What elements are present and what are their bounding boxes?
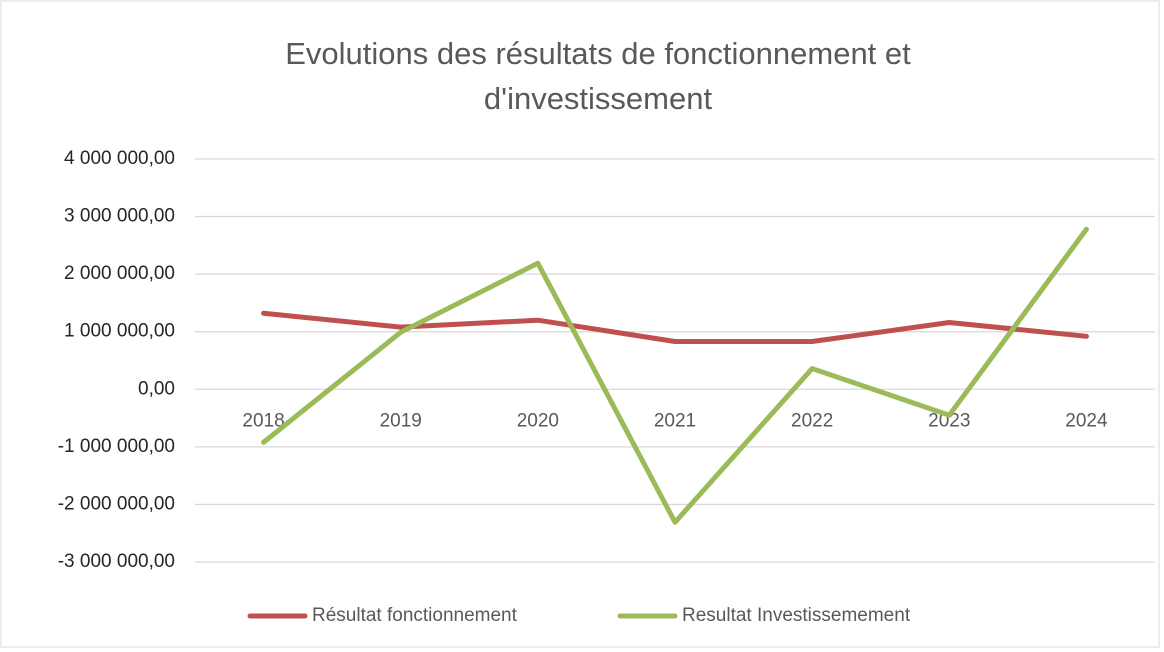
y-tick-label: -1 000 000,00 <box>58 436 175 457</box>
y-tick-label: 1 000 000,00 <box>64 321 175 342</box>
x-tick-label: 2023 <box>928 410 970 431</box>
y-tick-label: -3 000 000,00 <box>58 551 175 572</box>
x-tick-label: 2024 <box>1065 410 1108 431</box>
x-tick-label: 2022 <box>791 410 833 431</box>
x-tick-label: 2018 <box>242 410 284 431</box>
series-line <box>261 226 1089 525</box>
legend-label: Resultat Investissemement <box>682 605 911 626</box>
legend-label: Résultat fonctionnement <box>312 605 518 626</box>
series-line <box>261 310 1089 345</box>
y-tick-label: 3 000 000,00 <box>64 206 175 227</box>
y-tick-label: 0,00 <box>138 378 175 399</box>
chart-title: Evolutions des résultats de fonctionneme… <box>285 36 911 71</box>
chart-title: d'investissement <box>484 81 713 116</box>
y-tick-label: 2 000 000,00 <box>64 263 175 284</box>
x-tick-label: 2021 <box>654 410 696 431</box>
x-tick-label: 2019 <box>380 410 422 431</box>
y-tick-label: 4 000 000,00 <box>64 148 175 169</box>
x-tick-label: 2020 <box>517 410 559 431</box>
y-tick-label: -2 000 000,00 <box>58 493 175 514</box>
